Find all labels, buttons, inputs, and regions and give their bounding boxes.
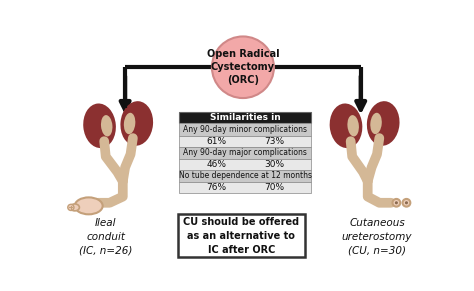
Ellipse shape bbox=[370, 113, 382, 134]
Text: Any 90-day minor complications: Any 90-day minor complications bbox=[183, 125, 307, 134]
Ellipse shape bbox=[83, 104, 116, 148]
Circle shape bbox=[405, 201, 408, 204]
Text: Any 90-day major complications: Any 90-day major complications bbox=[183, 148, 307, 157]
Text: CU should be offered
as an alternative to
IC after ORC: CU should be offered as an alternative t… bbox=[183, 217, 300, 255]
FancyBboxPatch shape bbox=[179, 170, 311, 182]
Circle shape bbox=[395, 201, 398, 204]
Text: Ileal
conduit
(IC, n=26): Ileal conduit (IC, n=26) bbox=[79, 218, 132, 256]
Ellipse shape bbox=[330, 104, 362, 148]
FancyBboxPatch shape bbox=[179, 182, 311, 193]
Ellipse shape bbox=[101, 115, 112, 136]
FancyBboxPatch shape bbox=[178, 214, 305, 258]
Text: 30%: 30% bbox=[264, 160, 284, 169]
Ellipse shape bbox=[75, 197, 103, 214]
Text: 73%: 73% bbox=[264, 137, 284, 146]
Text: No tube dependence at 12 months: No tube dependence at 12 months bbox=[179, 171, 312, 180]
FancyBboxPatch shape bbox=[179, 123, 311, 136]
Ellipse shape bbox=[120, 101, 153, 146]
Ellipse shape bbox=[367, 101, 400, 146]
Circle shape bbox=[212, 36, 274, 98]
FancyBboxPatch shape bbox=[179, 159, 311, 170]
Circle shape bbox=[402, 199, 410, 207]
Text: 61%: 61% bbox=[206, 137, 226, 146]
Ellipse shape bbox=[70, 204, 80, 211]
Circle shape bbox=[68, 204, 74, 210]
Text: 76%: 76% bbox=[206, 183, 226, 192]
FancyBboxPatch shape bbox=[179, 147, 311, 159]
FancyBboxPatch shape bbox=[179, 136, 311, 147]
Text: 70%: 70% bbox=[264, 183, 284, 192]
Text: Cutaneous
ureterostomy
(CU, n=30): Cutaneous ureterostomy (CU, n=30) bbox=[342, 218, 412, 256]
Text: Open Radical
Cystectomy
(ORC): Open Radical Cystectomy (ORC) bbox=[207, 49, 279, 85]
FancyBboxPatch shape bbox=[179, 112, 311, 123]
Text: Similarities in: Similarities in bbox=[210, 113, 281, 122]
Ellipse shape bbox=[124, 113, 136, 134]
Ellipse shape bbox=[347, 115, 359, 136]
Circle shape bbox=[392, 199, 400, 207]
Text: 46%: 46% bbox=[206, 160, 226, 169]
